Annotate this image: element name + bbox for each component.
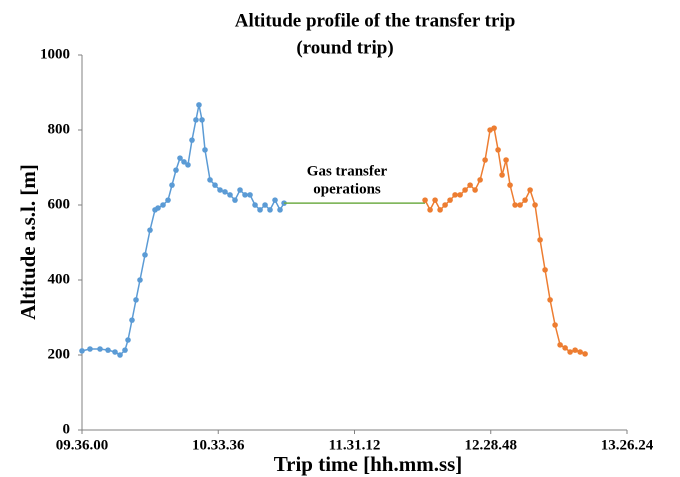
point	[477, 177, 483, 183]
y-tick-label: 200	[48, 346, 71, 362]
point	[467, 182, 473, 188]
point	[105, 347, 111, 353]
point	[447, 197, 453, 203]
point	[267, 207, 273, 213]
point	[542, 267, 548, 273]
x-tick-label: 12.28.48	[465, 437, 518, 453]
point	[97, 346, 103, 352]
point	[181, 159, 187, 165]
y-tick-label: 400	[48, 271, 71, 287]
point	[193, 117, 199, 123]
point	[212, 182, 218, 188]
chart-title: Altitude profile of the transfer trip	[235, 10, 516, 31]
point	[129, 317, 135, 323]
x-tick-label: 09.36.00	[56, 437, 109, 453]
point	[137, 277, 143, 283]
point	[537, 237, 543, 243]
point	[222, 189, 228, 195]
point	[472, 187, 478, 193]
annotation: operations	[313, 181, 381, 197]
point	[257, 207, 263, 213]
point	[572, 347, 578, 353]
point	[155, 205, 161, 211]
point	[217, 187, 223, 193]
point	[577, 349, 583, 355]
point	[442, 202, 448, 208]
point	[165, 197, 171, 203]
point	[207, 177, 213, 183]
annotation: Gas transfer	[307, 163, 388, 179]
point	[582, 351, 588, 357]
point	[242, 192, 248, 198]
point	[457, 192, 463, 198]
point	[547, 297, 553, 303]
point	[227, 192, 233, 198]
point	[432, 197, 438, 203]
x-tick-label: 13.26.24	[601, 437, 654, 453]
point	[557, 342, 563, 348]
point	[482, 157, 488, 163]
point	[507, 182, 513, 188]
point	[87, 346, 93, 352]
point	[495, 147, 501, 153]
y-tick-label: 0	[63, 421, 71, 437]
point	[232, 197, 238, 203]
point	[262, 202, 268, 208]
point	[532, 202, 538, 208]
point	[122, 347, 128, 353]
point	[147, 227, 153, 233]
point	[462, 187, 468, 193]
y-tick-label: 800	[48, 121, 71, 137]
point	[491, 125, 497, 131]
point	[196, 102, 202, 108]
x-tick-label: 10.33.36	[192, 437, 245, 453]
point	[567, 349, 573, 355]
point	[422, 197, 428, 203]
x-axis-title: Trip time [hh.mm.ss]	[274, 452, 463, 476]
x-tick-label: 11.31.12	[329, 437, 381, 453]
point	[252, 202, 258, 208]
point	[499, 172, 505, 178]
point	[142, 252, 148, 258]
point	[202, 147, 208, 153]
point	[79, 348, 85, 354]
point	[125, 337, 131, 343]
point	[133, 297, 139, 303]
y-tick-label: 600	[48, 196, 71, 212]
point	[562, 345, 568, 351]
point	[527, 187, 533, 193]
chart-subtitle: (round trip)	[296, 37, 393, 58]
point	[517, 202, 523, 208]
point	[112, 349, 118, 355]
line	[81, 104, 285, 356]
point	[189, 137, 195, 143]
y-axis-title: Altitude a.s.l. [m]	[16, 164, 40, 320]
point	[199, 117, 205, 123]
point	[160, 202, 166, 208]
point	[169, 182, 175, 188]
point	[247, 192, 253, 198]
point	[237, 187, 243, 193]
point	[512, 202, 518, 208]
point	[277, 207, 283, 213]
point	[177, 155, 183, 161]
point	[427, 207, 433, 213]
point	[173, 167, 179, 173]
point	[503, 157, 509, 163]
point	[437, 207, 443, 213]
point	[185, 162, 191, 168]
point	[117, 352, 123, 358]
point	[272, 197, 278, 203]
line	[424, 127, 586, 355]
point	[552, 322, 558, 328]
point	[452, 192, 458, 198]
y-tick-label: 1000	[40, 46, 70, 62]
point	[522, 197, 528, 203]
